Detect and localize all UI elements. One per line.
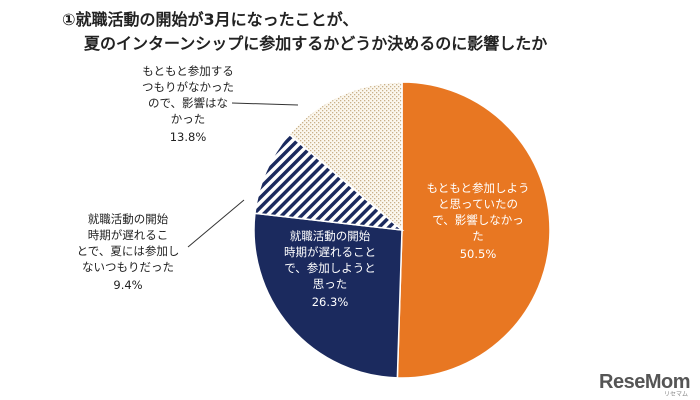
slice-value-3: 9.4% bbox=[113, 278, 142, 292]
slice-value-2: 26.3% bbox=[312, 295, 349, 309]
chart-title-line-2: 夏のインターンシップに参加するかどうか決めるのに影響したか bbox=[84, 34, 548, 53]
pie-slice-3 bbox=[254, 133, 405, 232]
pie-slice-4 bbox=[288, 81, 403, 232]
slice-label-1: もともと参加しようと思っていたので、影響しなかった bbox=[426, 181, 529, 243]
pie-slice-2 bbox=[253, 212, 403, 379]
leader-line-4 bbox=[231, 102, 299, 106]
pie-slice-1 bbox=[396, 81, 551, 379]
resemom-logo-subtext: リセマム bbox=[663, 391, 688, 398]
leader-line-3 bbox=[187, 199, 245, 248]
resemom-logo: ReseMom bbox=[599, 371, 690, 393]
slice-label-3: 就職活動の開始時期が遅れることで、夏には参加しないつもりだった bbox=[77, 212, 180, 274]
slice-label-2: 就職活動の開始時期が遅れることで、参加しようと思った bbox=[284, 229, 376, 291]
slice-value-1: 50.5% bbox=[460, 247, 497, 261]
slice-label-4: もともと参加するつもりがなかったので、影響はなかった bbox=[142, 64, 234, 126]
chart-title-line-1: ①就職活動の開始が3月になったことが、 bbox=[62, 10, 359, 29]
chart-title: ①就職活動の開始が3月になったことが、 夏のインターンシップに参加するかどうか決… bbox=[62, 8, 662, 56]
slice-value-4: 13.8% bbox=[170, 130, 207, 144]
